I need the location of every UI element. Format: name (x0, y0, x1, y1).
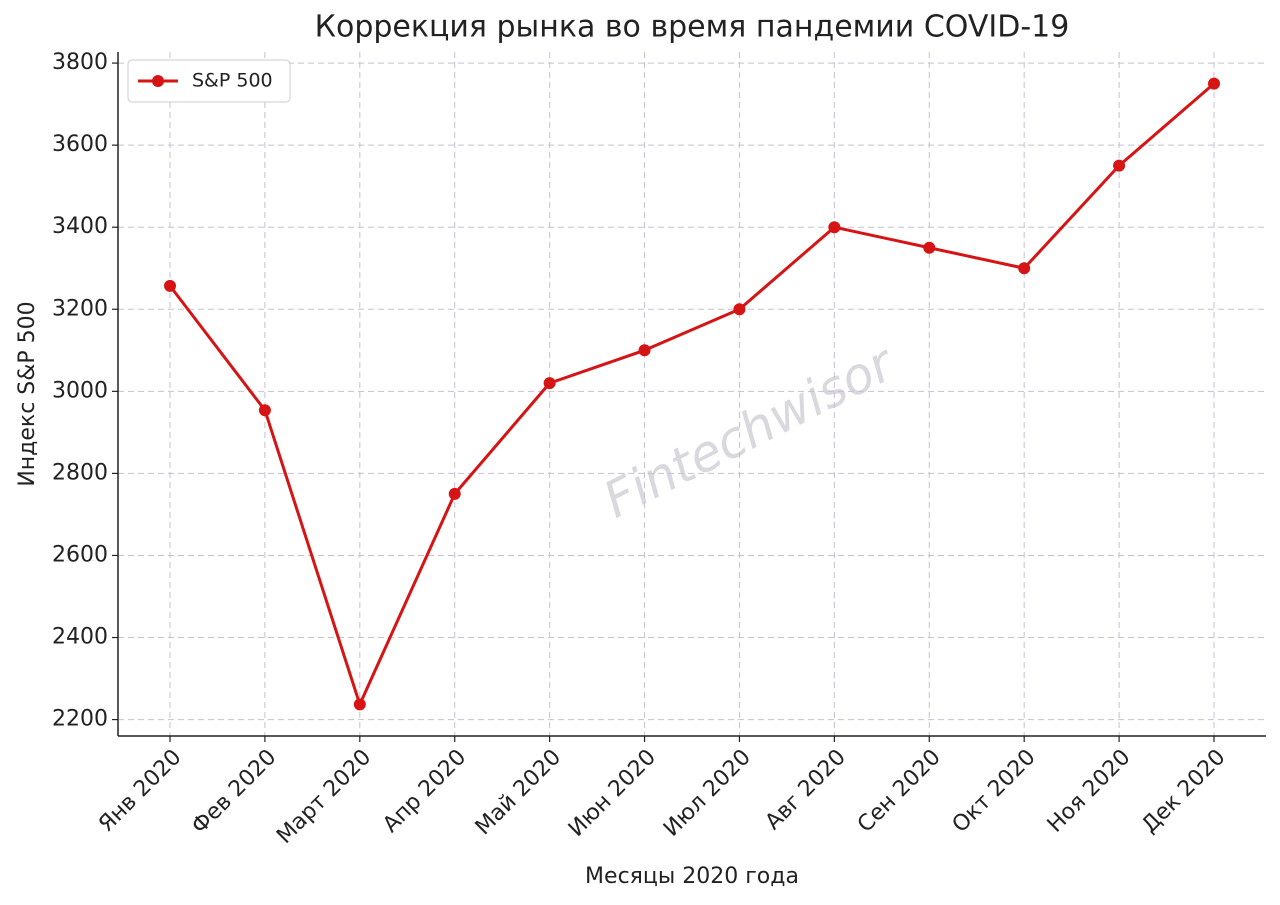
point (164, 279, 176, 292)
x-tick-label: Дек 2020 (1137, 745, 1230, 838)
x-tick-label: Янв 2020 (94, 745, 186, 837)
point (1208, 77, 1220, 90)
y-tick-label: 3800 (52, 50, 108, 75)
x-tick-label: Май 2020 (471, 745, 566, 840)
x-tick-label: Июл 2020 (659, 745, 756, 842)
x-tick-label: Окт 2020 (948, 745, 1041, 838)
point (543, 377, 556, 390)
point (828, 221, 841, 234)
legend: S&P 500 (127, 59, 291, 103)
point (448, 487, 461, 500)
chart-title: Коррекция рынка во время пандемии COVID-… (315, 10, 1070, 45)
y-tick-label: 3000 (52, 378, 108, 403)
y-axis-label: Индекс S&P 500 (15, 301, 40, 486)
legend-marker (152, 75, 164, 87)
y-tick-label: 2600 (52, 542, 108, 567)
point (1113, 159, 1126, 172)
point (923, 241, 936, 254)
y-tick-label: 3200 (52, 296, 108, 321)
watermark: Fintechwisor (595, 333, 906, 530)
x-tick-label: Июн 2020 (564, 745, 661, 842)
y-tick-label: 2400 (52, 625, 108, 650)
point (353, 698, 366, 711)
legend-label: S&P 500 (192, 70, 273, 92)
point (258, 404, 271, 417)
x-tick-label: Авг 2020 (761, 745, 851, 835)
point (638, 344, 651, 357)
point (1018, 262, 1031, 275)
y-tick-label: 3600 (52, 132, 108, 157)
x-tick-label: Сен 2020 (853, 745, 946, 838)
x-axis-label: Месяцы 2020 года (585, 864, 799, 889)
line (168, 82, 1215, 706)
y-tick-label: 2800 (52, 460, 108, 485)
x-tick-label: Март 2020 (272, 745, 376, 849)
legend-box (127, 59, 291, 103)
point (733, 303, 746, 316)
x-tick-label: Фев 2020 (187, 745, 281, 839)
y-tick-label: 2200 (52, 707, 108, 732)
x-tick-label: Ноя 2020 (1043, 745, 1136, 838)
y-tick-label: 3400 (52, 214, 108, 239)
x-tick-label: Апр 2020 (378, 745, 471, 838)
